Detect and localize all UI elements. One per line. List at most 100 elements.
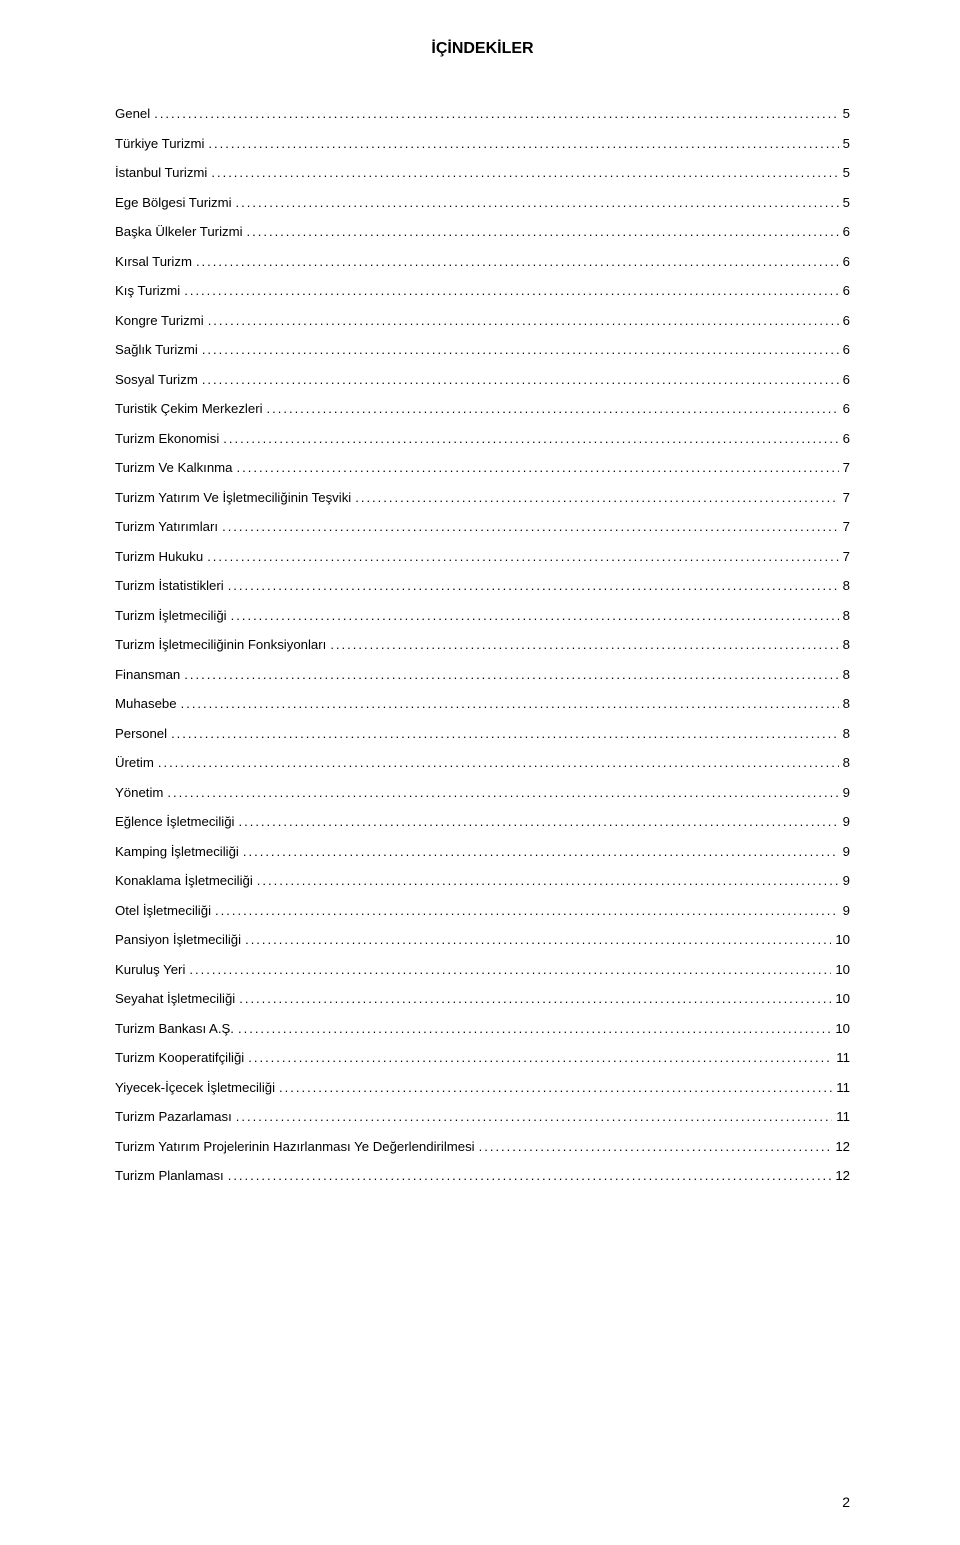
toc-entry-label: Kongre Turizmi xyxy=(115,313,204,328)
toc-entry: Kongre Turizmi..........................… xyxy=(115,313,850,328)
toc-entry-label: İstanbul Turizmi xyxy=(115,165,207,180)
toc-entry: Kış Turizmi.............................… xyxy=(115,283,850,298)
toc-entry-page: 11 xyxy=(836,1080,850,1095)
toc-entry-label: Turistik Çekim Merkezleri xyxy=(115,401,263,416)
toc-entry-leader: ........................................… xyxy=(184,283,838,298)
toc-entry-leader: ........................................… xyxy=(189,962,831,977)
toc-entry-label: Personel xyxy=(115,726,167,741)
toc-entry-page: 6 xyxy=(843,283,850,298)
toc-entry-label: Turizm Ekonomisi xyxy=(115,431,219,446)
toc-entry-label: Turizm Ve Kalkınma xyxy=(115,460,233,475)
toc-entry: Turizm İstatistikleri...................… xyxy=(115,578,850,593)
toc-page: İÇİNDEKİLER Genel.......................… xyxy=(0,0,960,1545)
toc-entry-page: 9 xyxy=(843,814,850,829)
toc-entry: Kuruluş Yeri............................… xyxy=(115,962,850,977)
toc-entry-label: Sağlık Turizmi xyxy=(115,342,198,357)
toc-entry-page: 6 xyxy=(843,431,850,446)
toc-entry-label: Turizm İşletmeciliğinin Fonksiyonları xyxy=(115,637,326,652)
toc-entry-label: Turizm Yatırım Projelerinin Hazırlanması… xyxy=(115,1139,475,1154)
toc-entry-leader: ........................................… xyxy=(181,696,839,711)
toc-entry-leader: ........................................… xyxy=(196,254,839,269)
toc-entry-label: Eğlence İşletmeciliği xyxy=(115,814,234,829)
toc-entry-page: 7 xyxy=(843,490,850,505)
toc-entry: Turistik Çekim Merkezleri...............… xyxy=(115,401,850,416)
toc-entry-leader: ........................................… xyxy=(236,1109,833,1124)
toc-entry-label: Turizm İstatistikleri xyxy=(115,578,224,593)
toc-entry: Turizm Yatırım Ve İşletmeciliğinin Teşvi… xyxy=(115,490,850,505)
toc-entry-leader: ........................................… xyxy=(355,490,838,505)
toc-entry-label: Kırsal Turizm xyxy=(115,254,192,269)
toc-entry-leader: ........................................… xyxy=(243,844,839,859)
toc-entry-leader: ........................................… xyxy=(167,785,838,800)
toc-entry: Turizm Yatırımları......................… xyxy=(115,519,850,534)
toc-entry: Otel İşletmeciliği......................… xyxy=(115,903,850,918)
toc-entry-page: 6 xyxy=(843,372,850,387)
toc-entry-page: 8 xyxy=(843,608,850,623)
page-number: 2 xyxy=(842,1494,850,1510)
page-title: İÇİNDEKİLER xyxy=(115,40,850,58)
toc-entry-page: 9 xyxy=(843,785,850,800)
toc-entry-label: Turizm Kooperatifçiliği xyxy=(115,1050,244,1065)
toc-entry: İstanbul Turizmi........................… xyxy=(115,165,850,180)
toc-entry-label: Turizm Bankası A.Ş. xyxy=(115,1021,234,1036)
toc-entry-label: Yönetim xyxy=(115,785,163,800)
toc-entry: Turizm İşletmeciliğinin Fonksiyonları...… xyxy=(115,637,850,652)
toc-entry: Turizm İşletmeciliği....................… xyxy=(115,608,850,623)
toc-entry-page: 6 xyxy=(843,224,850,239)
toc-entry-leader: ........................................… xyxy=(330,637,838,652)
toc-entry-leader: ........................................… xyxy=(257,873,839,888)
toc-entry-label: Üretim xyxy=(115,755,154,770)
toc-entry-leader: ........................................… xyxy=(237,460,839,475)
toc-entry-leader: ........................................… xyxy=(238,1021,831,1036)
toc-entry: Sağlık Turizmi..........................… xyxy=(115,342,850,357)
toc-entry-label: Turizm Pazarlaması xyxy=(115,1109,232,1124)
toc-entry-page: 6 xyxy=(843,401,850,416)
toc-entry-leader: ........................................… xyxy=(236,195,839,210)
toc-entry-page: 9 xyxy=(843,844,850,859)
toc-entry-leader: ........................................… xyxy=(223,431,838,446)
toc-entry-page: 7 xyxy=(843,519,850,534)
toc-entry-leader: ........................................… xyxy=(228,1168,832,1183)
toc-entry-leader: ........................................… xyxy=(248,1050,832,1065)
toc-entry-leader: ........................................… xyxy=(208,136,838,151)
toc-entry-leader: ........................................… xyxy=(267,401,839,416)
toc-entry: Ege Bölgesi Turizmi.....................… xyxy=(115,195,850,210)
toc-entry-label: Başka Ülkeler Turizmi xyxy=(115,224,243,239)
toc-entry-leader: ........................................… xyxy=(207,549,838,564)
toc-entry: Personel................................… xyxy=(115,726,850,741)
toc-entry-label: Pansiyon İşletmeciliği xyxy=(115,932,241,947)
toc-entry-label: Otel İşletmeciliği xyxy=(115,903,211,918)
toc-entry: Turizm Kooperatifçiliği.................… xyxy=(115,1050,850,1065)
toc-entry-page: 6 xyxy=(843,313,850,328)
toc-entry-page: 5 xyxy=(843,195,850,210)
toc-entry-label: Muhasebe xyxy=(115,696,177,711)
toc-entry-leader: ........................................… xyxy=(215,903,839,918)
toc-entry: Seyahat İşletmeciliği...................… xyxy=(115,991,850,1006)
toc-entry-leader: ........................................… xyxy=(238,814,838,829)
toc-entry-page: 8 xyxy=(843,637,850,652)
toc-entry-label: Türkiye Turizmi xyxy=(115,136,204,151)
toc-entry-page: 6 xyxy=(843,254,850,269)
toc-entry-page: 11 xyxy=(836,1109,850,1124)
toc-entry-label: Sosyal Turizm xyxy=(115,372,198,387)
toc-entry: Turizm Planlaması.......................… xyxy=(115,1168,850,1183)
toc-entry: Başka Ülkeler Turizmi...................… xyxy=(115,224,850,239)
toc-entry-page: 9 xyxy=(843,873,850,888)
toc-entry: Türkiye Turizmi.........................… xyxy=(115,136,850,151)
toc-entry: Genel...................................… xyxy=(115,106,850,121)
toc-entry-page: 7 xyxy=(843,460,850,475)
toc-entry-label: Genel xyxy=(115,106,150,121)
toc-entry-page: 6 xyxy=(843,342,850,357)
toc-entry-label: Seyahat İşletmeciliği xyxy=(115,991,235,1006)
toc-entry-leader: ........................................… xyxy=(202,342,839,357)
toc-entry-page: 5 xyxy=(843,106,850,121)
toc-entry-label: Turizm Yatırım Ve İşletmeciliğinin Teşvi… xyxy=(115,490,351,505)
toc-entry-label: Ege Bölgesi Turizmi xyxy=(115,195,232,210)
toc-entry-leader: ........................................… xyxy=(208,313,839,328)
toc-entry: Pansiyon İşletmeciliği..................… xyxy=(115,932,850,947)
toc-entry-leader: ........................................… xyxy=(279,1080,832,1095)
toc-entry: Turizm Ekonomisi........................… xyxy=(115,431,850,446)
toc-entry: Turizm Yatırım Projelerinin Hazırlanması… xyxy=(115,1139,850,1154)
toc-entry: Turizm Bankası A.Ş......................… xyxy=(115,1021,850,1036)
toc-entry-page: 5 xyxy=(843,136,850,151)
